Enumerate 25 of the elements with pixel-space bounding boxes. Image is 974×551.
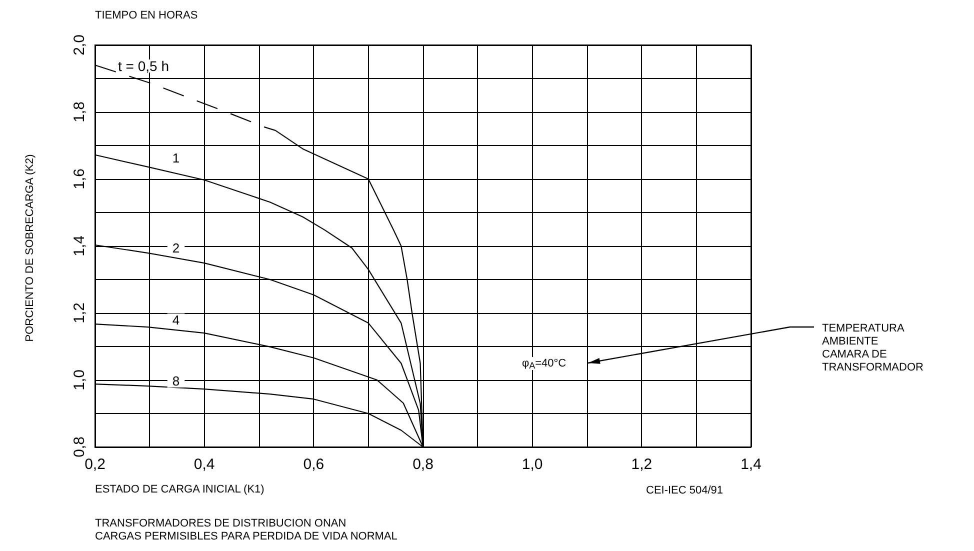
annotation: t = 0,5 h xyxy=(118,58,169,74)
annotation: 8 xyxy=(172,374,180,388)
annotation: 2 xyxy=(172,240,180,256)
y-tick-label: 1,2 xyxy=(71,302,88,324)
annotation: 4 xyxy=(172,312,180,328)
y-tick-label: 2,0 xyxy=(71,34,88,56)
x-tick-label: 0,2 xyxy=(84,456,106,473)
chart-title: TIEMPO EN HORAS xyxy=(95,10,198,22)
x-tick-label: 1,0 xyxy=(522,456,543,473)
x-tick-label: 0,8 xyxy=(412,456,434,473)
y-tick-label: 1,4 xyxy=(71,236,88,256)
text: CEI-IEC 504/91 xyxy=(646,484,724,496)
x-tick-label: 1,2 xyxy=(631,456,652,473)
y-tick-label: 1,0 xyxy=(71,370,88,390)
y-tick-label: 0,8 xyxy=(71,436,88,458)
x-tick-label: 0,6 xyxy=(303,456,324,473)
annotation: 1 xyxy=(172,150,180,166)
y-axis-title: PORCIENTO DE SOBRECARGA (K2) xyxy=(24,154,36,342)
y-tick-label: 1,8 xyxy=(71,102,88,122)
text: TRANSFORMADORES DE DISTRIBUCION ONAN CARGAS PERMISIBLES PARA PERDIDA DE VIDA NORMAL xyxy=(95,518,398,542)
x-axis-title: ESTADO DE CARGA INICIAL (K1) xyxy=(95,484,264,496)
text: TEMPERATURA AMBIENTE CAMARA DE TRANSFORMADOR xyxy=(822,322,924,374)
y-tick-label: 1,6 xyxy=(71,168,88,190)
x-tick-label: 0,4 xyxy=(194,456,215,473)
x-tick-label: 1,4 xyxy=(740,456,762,473)
